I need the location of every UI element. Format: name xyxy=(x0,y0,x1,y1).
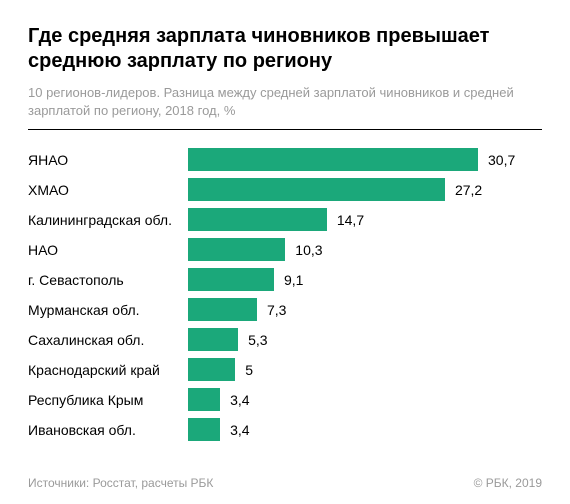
bar-area: 7,3 xyxy=(188,298,542,321)
bar-area: 14,7 xyxy=(188,208,542,231)
row-value: 9,1 xyxy=(284,272,303,288)
row-label: Калининградская обл. xyxy=(28,212,188,228)
divider xyxy=(28,129,542,130)
chart-row: ХМАО 27,2 xyxy=(28,178,542,201)
row-label: Сахалинская обл. xyxy=(28,332,188,348)
bar-chart: ЯНАО 30,7 ХМАО 27,2 Калининградская обл. 14,7… xyxy=(28,148,542,441)
row-value: 27,2 xyxy=(455,182,482,198)
bar-area: 10,3 xyxy=(188,238,542,261)
bar xyxy=(188,238,285,261)
chart-row: Калининградская обл. 14,7 xyxy=(28,208,542,231)
bar-area: 3,4 xyxy=(188,418,542,441)
row-value: 3,4 xyxy=(230,422,249,438)
row-label: Республика Крым xyxy=(28,392,188,408)
chart-title: Где средняя зарплата чиновников превышае… xyxy=(28,24,542,74)
row-label: Краснодарский край xyxy=(28,362,188,378)
bar xyxy=(188,178,445,201)
chart-row: Республика Крым 3,4 xyxy=(28,388,542,411)
credit-text: © РБК, 2019 xyxy=(474,476,542,490)
row-value: 14,7 xyxy=(337,212,364,228)
row-value: 30,7 xyxy=(488,152,515,168)
row-label: Мурманская обл. xyxy=(28,302,188,318)
bar xyxy=(188,388,220,411)
bar xyxy=(188,208,327,231)
row-label: НАО xyxy=(28,242,188,258)
bar xyxy=(188,418,220,441)
bar-area: 30,7 xyxy=(188,148,542,171)
row-value: 10,3 xyxy=(295,242,322,258)
chart-footer: Источники: Росстат, расчеты РБК © РБК, 2… xyxy=(28,476,542,490)
bar-area: 5,3 xyxy=(188,328,542,351)
bar xyxy=(188,358,235,381)
row-value: 5 xyxy=(245,362,253,378)
chart-row: Ивановская обл. 3,4 xyxy=(28,418,542,441)
row-value: 5,3 xyxy=(248,332,267,348)
bar-area: 27,2 xyxy=(188,178,542,201)
chart-row: г. Севастополь 9,1 xyxy=(28,268,542,291)
bar xyxy=(188,148,478,171)
row-label: ЯНАО xyxy=(28,152,188,168)
bar-area: 9,1 xyxy=(188,268,542,291)
row-value: 3,4 xyxy=(230,392,249,408)
row-value: 7,3 xyxy=(267,302,286,318)
chart-subtitle: 10 регионов-лидеров. Разница между средн… xyxy=(28,84,542,119)
chart-row: ЯНАО 30,7 xyxy=(28,148,542,171)
chart-row: Краснодарский край 5 xyxy=(28,358,542,381)
chart-row: Мурманская обл. 7,3 xyxy=(28,298,542,321)
bar-area: 5 xyxy=(188,358,542,381)
source-text: Источники: Росстат, расчеты РБК xyxy=(28,476,213,490)
chart-row: Сахалинская обл. 5,3 xyxy=(28,328,542,351)
bar xyxy=(188,268,274,291)
bar xyxy=(188,298,257,321)
bar-area: 3,4 xyxy=(188,388,542,411)
row-label: Ивановская обл. xyxy=(28,422,188,438)
row-label: г. Севастополь xyxy=(28,272,188,288)
row-label: ХМАО xyxy=(28,182,188,198)
chart-row: НАО 10,3 xyxy=(28,238,542,261)
bar xyxy=(188,328,238,351)
